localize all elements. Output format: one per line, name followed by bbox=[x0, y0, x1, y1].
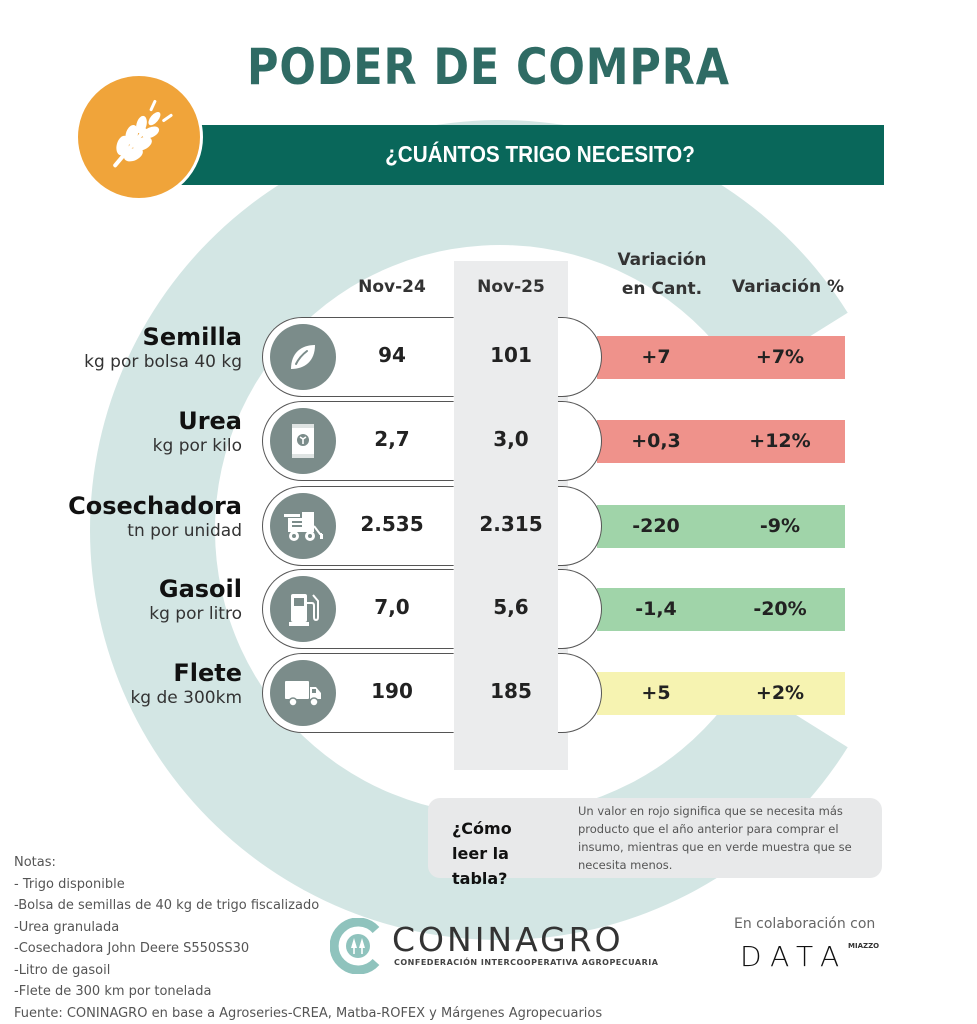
truck-icon bbox=[282, 677, 324, 709]
row-unit: kg de 300km bbox=[130, 688, 242, 708]
coninagro-logo: CONINAGRO Confederación Intercooperativa… bbox=[330, 918, 660, 978]
value-nov24: 2.535 bbox=[360, 512, 424, 536]
value-nov24: 190 bbox=[371, 679, 413, 703]
wheat-icon bbox=[113, 99, 173, 168]
table-row-cosechadora: Cosechadora tn por unidad -220 -9% 2.535… bbox=[0, 486, 977, 570]
data-miazzo-superscript: MIAZZO bbox=[848, 942, 880, 950]
wheat-badge bbox=[75, 73, 203, 201]
column-header-nov25: Nov-25 bbox=[477, 277, 545, 297]
variation-percent: +12% bbox=[749, 430, 811, 452]
row-unit: kg por bolsa 40 kg bbox=[84, 352, 242, 372]
row-name: Semilla bbox=[142, 323, 242, 351]
variation-bar: +7 +7% bbox=[597, 336, 845, 379]
row-pill bbox=[262, 653, 454, 733]
table-row-flete: Flete kg de 300km +5 +2% 190 185 bbox=[0, 653, 977, 737]
row-name: Urea bbox=[178, 407, 242, 435]
note-item: -Bolsa de semillas de 40 kg de trigo fis… bbox=[14, 898, 320, 913]
row-pill bbox=[262, 317, 454, 397]
variation-quantity: +5 bbox=[641, 682, 671, 704]
row-icon-circle bbox=[270, 493, 336, 559]
collab-label: En colaboración con bbox=[734, 916, 876, 932]
row-icon-circle bbox=[270, 576, 336, 642]
variation-quantity: +7 bbox=[641, 346, 671, 368]
nov25-column-highlight bbox=[454, 261, 568, 770]
row-name: Flete bbox=[173, 659, 242, 687]
row-unit: kg por litro bbox=[149, 604, 242, 624]
row-icon-circle bbox=[270, 408, 336, 474]
note-item: -Cosechadora John Deere S550SS30 bbox=[14, 941, 250, 956]
subtitle-banner: ¿CUÁNTOS TRIGO NECESITO? bbox=[178, 125, 884, 185]
table-row-semilla: Semilla kg por bolsa 40 kg +7 +7% 94 101 bbox=[0, 317, 977, 401]
how-to-read-question: ¿Cómo leer la tabla? bbox=[452, 819, 512, 888]
value-nov25: 101 bbox=[490, 343, 532, 367]
table-row-gasoil: Gasoil kg por litro -1,4 -20% 7,0 5,6 bbox=[0, 569, 977, 653]
row-unit: tn por unidad bbox=[127, 521, 242, 541]
variation-bar: +5 +2% bbox=[597, 672, 845, 715]
value-nov25: 2.315 bbox=[479, 512, 543, 536]
row-pill bbox=[262, 569, 454, 649]
row-unit: kg por kilo bbox=[152, 436, 242, 456]
row-label: Urea kg por kilo bbox=[153, 407, 242, 457]
variation-percent: -20% bbox=[753, 598, 807, 620]
row-name: Cosechadora bbox=[68, 492, 242, 520]
coninagro-c-icon bbox=[330, 918, 380, 974]
note-item: -Litro de gasoil bbox=[14, 962, 111, 978]
fertilizer-bag-icon bbox=[285, 421, 321, 461]
column-header-nov24: Nov-24 bbox=[358, 277, 426, 297]
column-header-var-pct: Variación % bbox=[731, 277, 845, 297]
variation-bar: -1,4 -20% bbox=[597, 588, 845, 631]
how-to-read-answer: Un valor en rojo significa que se necesi… bbox=[578, 804, 852, 872]
variation-bar: +0,3 +12% bbox=[597, 420, 845, 463]
row-icon-circle bbox=[270, 660, 336, 726]
value-nov25: 5,6 bbox=[493, 595, 529, 619]
value-nov24: 2,7 bbox=[374, 427, 410, 451]
leaf-icon bbox=[285, 339, 321, 375]
coninagro-wordmark: CONINAGRO bbox=[392, 920, 624, 959]
source-note: Fuente: CONINAGRO en base a Agroseries-C… bbox=[14, 1005, 603, 1021]
row-label: Flete kg de 300km bbox=[130, 659, 242, 709]
how-to-read-box: ¿Cómo leer la tabla? Un valor en rojo si… bbox=[428, 798, 882, 888]
notes-section: Notas: - Trigo disponible -Bolsa de semi… bbox=[14, 852, 602, 1024]
row-icon-circle bbox=[270, 324, 336, 390]
value-nov25: 185 bbox=[490, 679, 532, 703]
row-label: Cosechadora tn por unidad bbox=[68, 492, 242, 542]
variation-percent: +7% bbox=[755, 346, 805, 368]
row-pill bbox=[262, 401, 454, 481]
notes-heading: Notas: bbox=[14, 855, 56, 870]
column-header-var-cant-line1: Variación bbox=[617, 250, 707, 270]
value-nov25: 3,0 bbox=[493, 427, 529, 451]
value-nov24: 7,0 bbox=[374, 595, 410, 619]
variation-quantity: +0,3 bbox=[631, 430, 681, 452]
row-pill bbox=[262, 486, 454, 566]
row-name: Gasoil bbox=[158, 575, 242, 603]
data-miazzo-logo: DATA bbox=[740, 940, 849, 973]
variation-quantity: -1,4 bbox=[635, 598, 677, 620]
note-item: -Flete de 300 km por tonelada bbox=[14, 984, 212, 999]
column-header-var-cant: Variación en Cant. bbox=[597, 246, 727, 304]
coninagro-subtitle: Confederación Intercooperativa Agropecua… bbox=[394, 958, 659, 967]
combine-harvester-icon bbox=[280, 508, 326, 544]
variation-bar: -220 -9% bbox=[597, 505, 845, 548]
variation-percent: +2% bbox=[755, 682, 805, 704]
page-title: PODER DE COMPRA bbox=[246, 38, 730, 96]
variation-percent: -9% bbox=[759, 515, 801, 537]
column-header-var-cant-line2: en Cant. bbox=[621, 279, 703, 299]
row-label: Gasoil kg por litro bbox=[149, 575, 242, 625]
subtitle-text: ¿CUÁNTOS TRIGO NECESITO? bbox=[385, 141, 695, 167]
fuel-pump-icon bbox=[285, 589, 321, 629]
variation-quantity: -220 bbox=[632, 515, 680, 537]
row-label: Semilla kg por bolsa 40 kg bbox=[84, 323, 242, 373]
table-row-urea: Urea kg por kilo +0,3 +12% 2,7 3,0 bbox=[0, 401, 977, 485]
value-nov24: 94 bbox=[378, 343, 406, 367]
note-item: - Trigo disponible bbox=[14, 876, 125, 892]
note-item: -Urea granulada bbox=[14, 919, 120, 935]
